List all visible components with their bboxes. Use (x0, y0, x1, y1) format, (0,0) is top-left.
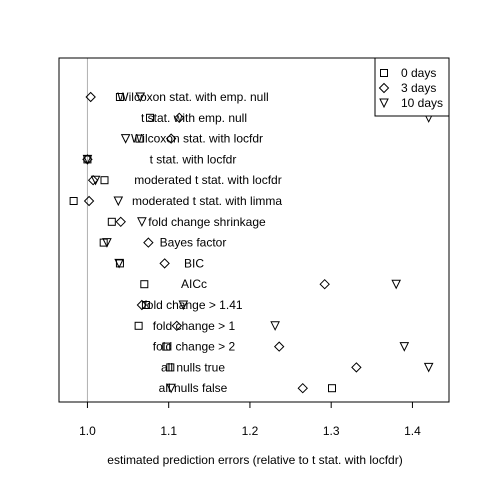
data-point (143, 237, 154, 248)
x-tick-label: 1.1 (160, 424, 177, 438)
method-label: all nulls true (161, 360, 225, 374)
data-point (134, 321, 143, 330)
data-point (351, 362, 362, 373)
x-tick-label: 1.4 (404, 424, 421, 438)
data-point (135, 134, 144, 143)
data-point (166, 363, 175, 372)
data-point (115, 216, 126, 228)
method-label: moderated t stat. with locfdr (134, 173, 281, 187)
data-point (85, 91, 96, 103)
data-point (140, 280, 149, 289)
x-axis: 1.0 1.1 1.2 1.3 1.4 (79, 401, 421, 438)
method-label: BIC (184, 256, 204, 270)
data-point (328, 384, 336, 393)
x-tick-label: 1.2 (242, 424, 259, 438)
data-point (69, 197, 78, 205)
method-label: t stat. with emp. null (141, 111, 247, 125)
data-point (174, 112, 185, 124)
data-point (87, 174, 99, 186)
x-axis-title: estimated prediction errors (relative to… (107, 453, 402, 467)
data-point (135, 92, 146, 103)
data-point (114, 258, 124, 269)
method-label: Wilcoxon stat. with emp. null (117, 90, 268, 104)
data-point (146, 113, 154, 122)
data-point (178, 300, 189, 311)
x-tick-label: 1.0 (79, 424, 96, 438)
data-point (120, 134, 131, 144)
data-point (102, 238, 112, 248)
data-point (115, 93, 124, 101)
method-label: moderated t stat. with limma (132, 194, 282, 208)
data-point (162, 342, 171, 351)
data-point (399, 342, 410, 352)
data-point (270, 321, 280, 331)
data-point (166, 383, 176, 394)
method-label: AICc (181, 277, 207, 291)
method-label: fold change > 2 (153, 340, 236, 354)
x-tick-label: 1.3 (323, 424, 340, 438)
legend-marker (380, 69, 388, 77)
data-point (136, 299, 148, 311)
method-label: Bayes factor (160, 236, 227, 250)
legend-marker (379, 98, 389, 109)
method-label: all nulls false (159, 381, 228, 395)
method-label: fold change > 1 (153, 319, 236, 333)
data-point (159, 258, 170, 269)
data-point (391, 279, 401, 290)
data-point (273, 341, 285, 352)
legend-marker (378, 82, 390, 94)
data-point (319, 278, 330, 290)
legend-label: 3 days (401, 81, 436, 95)
method-labels: Wilcoxon stat. with emp. null t stat. wit… (117, 90, 282, 395)
method-label: t stat. with locfdr (150, 152, 237, 166)
method-label: Wilcoxon stat. with locfdr (131, 132, 263, 146)
data-point (141, 301, 150, 309)
data-point (107, 217, 116, 226)
data-point (423, 362, 434, 373)
legend-label: 10 days (401, 96, 443, 110)
data-point (82, 154, 93, 165)
method-label: fold change shrinkage (148, 215, 266, 229)
data-point (90, 175, 101, 186)
data-point (137, 217, 147, 227)
data-points (69, 91, 434, 394)
data-point (171, 320, 183, 332)
data-point (100, 176, 109, 185)
legend-label: 0 days (401, 66, 436, 80)
data-point (83, 195, 95, 207)
data-point (113, 196, 124, 207)
data-point (165, 133, 177, 144)
method-label: fold change > 1.41 (143, 298, 242, 312)
data-point (297, 382, 308, 394)
